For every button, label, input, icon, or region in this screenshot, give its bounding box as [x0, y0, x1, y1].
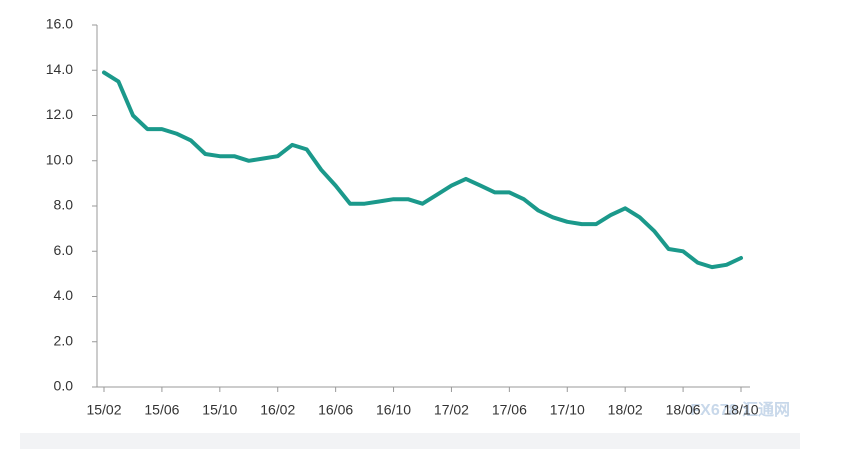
- y-tick-label: 0.0: [54, 378, 74, 394]
- x-tick-label: 18/02: [608, 402, 643, 418]
- x-tick-label: 17/06: [492, 402, 527, 418]
- footer-band: [20, 433, 800, 449]
- y-tick-label: 8.0: [54, 197, 74, 213]
- x-tick-label: 17/10: [550, 402, 585, 418]
- x-tick-label: 16/10: [376, 402, 411, 418]
- x-tick-label: 18/10: [723, 402, 758, 418]
- x-tick-label: 15/02: [86, 402, 121, 418]
- x-tick-label: 15/06: [144, 402, 179, 418]
- x-tick-label: 16/06: [318, 402, 353, 418]
- y-tick-label: 16.0: [46, 16, 73, 32]
- data-line: [102, 70, 743, 270]
- y-tick-label: 6.0: [54, 242, 74, 258]
- x-tick-label: 16/02: [260, 402, 295, 418]
- y-tick-label: 12.0: [46, 106, 73, 122]
- watermark: FX678 汇通网: [690, 401, 790, 419]
- y-tick-label: 4.0: [54, 287, 74, 303]
- x-tick-label: 15/10: [202, 402, 237, 418]
- y-tick-label: 10.0: [46, 151, 73, 167]
- y-tick-label: 14.0: [46, 61, 73, 77]
- y-tick-label: 2.0: [54, 332, 74, 348]
- x-tick-label: 17/02: [434, 402, 469, 418]
- x-tick-label: 18/06: [666, 402, 701, 418]
